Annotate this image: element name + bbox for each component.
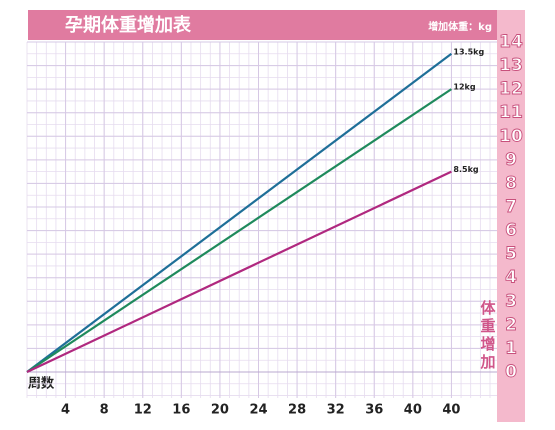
y-tick-label: 6 — [505, 221, 517, 241]
y-tick-label: 4 — [505, 268, 517, 288]
axis-band — [497, 10, 525, 422]
x-tick-label: 12 — [134, 403, 152, 418]
y-tick-label: 1 — [505, 338, 517, 358]
x-tick-label: 40 — [404, 403, 422, 418]
y-tick-label: 11 — [499, 103, 523, 123]
series-line — [26, 52, 453, 373]
series-line — [26, 88, 453, 373]
series-label: 12kg — [453, 83, 475, 92]
y-tick-label: 14 — [499, 32, 523, 52]
x-tick-label: 4 — [61, 403, 70, 418]
unit-label: 增加体重：kg — [428, 20, 492, 33]
x-tick-label: 24 — [249, 403, 267, 418]
y-tick-label: 7 — [505, 197, 517, 217]
y-tick-label: 8 — [505, 173, 517, 193]
x-tick-label: 40 — [442, 403, 460, 418]
x-tick-label: 8 — [100, 403, 109, 418]
y-tick-label: 0 — [505, 362, 517, 382]
y-tick-label: 9 — [505, 150, 517, 170]
x-tick-label: 20 — [211, 403, 229, 418]
y-tick-label: 10 — [499, 126, 523, 146]
chart-title: 孕期体重增加表 — [65, 14, 192, 36]
x-tick-label: 32 — [327, 403, 345, 418]
y-tick-label: 2 — [505, 315, 517, 335]
y-tick-label: 13 — [499, 56, 523, 76]
series-label: 13.5kg — [453, 47, 484, 56]
x-tick-label: 28 — [288, 403, 306, 418]
title-band — [28, 10, 525, 40]
y-tick-label: 12 — [499, 79, 523, 99]
series-label: 8.5kg — [453, 165, 478, 174]
y-tick-label: 5 — [505, 244, 517, 264]
x-tick-label: 16 — [172, 403, 190, 418]
y-tick-label: 3 — [505, 291, 517, 311]
x-tick-label: 36 — [365, 403, 383, 418]
series-line — [26, 170, 452, 373]
y-axis-label: 体重增加 — [479, 299, 497, 372]
